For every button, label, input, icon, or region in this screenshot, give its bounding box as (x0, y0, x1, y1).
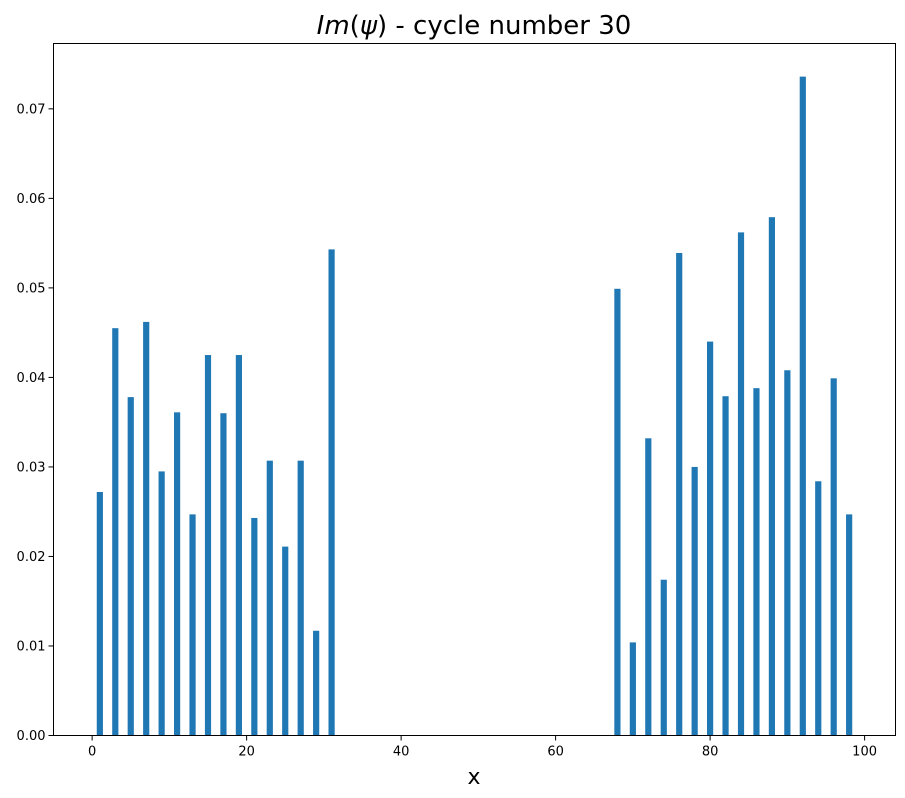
y-tick-label: 0.00 (17, 729, 46, 744)
bar-x-27 (297, 460, 304, 736)
bar-x-11 (174, 412, 181, 736)
x-tick-label: 80 (702, 745, 719, 760)
bar-x-96 (830, 378, 837, 736)
y-tick-label: 0.03 (17, 460, 46, 475)
bar-x-31 (328, 249, 335, 736)
bar-x-74 (660, 579, 667, 736)
bar-x-29 (313, 630, 320, 736)
x-tick-label: 20 (238, 745, 255, 760)
chart-title: Im(ψ) - cycle number 30 (317, 11, 632, 41)
x-tick-label: 60 (547, 745, 564, 760)
bar-x-94 (815, 481, 822, 736)
x-ticks-group: 0 20 40 60 80 100 (88, 735, 877, 760)
y-tick-label: 0.04 (17, 371, 46, 386)
bar-x-17 (220, 413, 227, 736)
bar-x-88 (768, 217, 775, 736)
chart-title-im: Im (317, 11, 350, 41)
bar-x-72 (645, 438, 652, 736)
bar-x-98 (846, 514, 853, 736)
y-tick-label: 0.01 (17, 639, 46, 654)
bar-x-78 (691, 466, 698, 736)
bar-x-86 (753, 388, 760, 736)
chart-title-open-paren: ( (350, 11, 360, 41)
bar-x-7 (143, 321, 150, 736)
x-axis-label: x (467, 765, 480, 790)
y-tick-label: 0.07 (17, 102, 46, 117)
bar-x-1 (96, 492, 103, 736)
bars-group (96, 76, 853, 736)
y-tick-label: 0.06 (17, 192, 46, 207)
bar-x-19 (235, 355, 242, 736)
y-tick-label: 0.05 (17, 281, 46, 296)
x-tick-label: 100 (852, 745, 877, 760)
plot-frame (53, 43, 896, 736)
x-tick-label: 0 (88, 745, 96, 760)
y-tick-label: 0.02 (17, 550, 46, 565)
bar-x-15 (204, 355, 212, 736)
bar-x-3 (112, 328, 119, 736)
chart-title-close-paren: ) (377, 11, 387, 41)
bar-x-80 (707, 341, 714, 736)
bar-x-84 (737, 232, 745, 736)
bar-x-21 (251, 517, 258, 736)
chart-title-psi: ψ (360, 11, 378, 41)
bar-x-5 (127, 397, 134, 736)
bar-x-25 (282, 546, 289, 736)
bar-x-92 (799, 76, 806, 736)
chart-title-rest: - cycle number 30 (387, 11, 631, 41)
bar-x-76 (676, 252, 683, 736)
bar-x-90 (784, 370, 791, 736)
x-tick-label: 40 (393, 745, 410, 760)
bar-x-9 (158, 471, 165, 736)
bar-x-70 (629, 642, 636, 736)
bar-x-13 (189, 514, 196, 736)
y-ticks-group: 0.00 0.01 0.02 0.03 0.04 0.05 0.06 0.07 (17, 102, 54, 744)
bar-x-82 (722, 396, 729, 736)
bar-x-23 (266, 460, 273, 736)
bar-x-68 (614, 288, 621, 736)
